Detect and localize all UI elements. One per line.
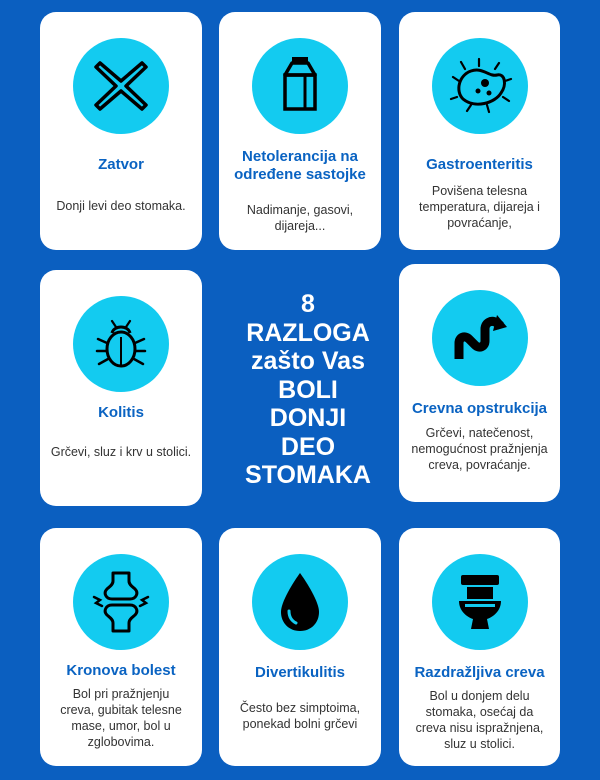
- milk-carton-icon: [283, 57, 317, 111]
- card-title: Kronova bolest: [66, 662, 176, 679]
- headline: 8 RAZLOGA zašto Vas BOLI DONJI DEO STOMA…: [218, 290, 398, 490]
- x-icon: [94, 61, 148, 111]
- card-description: Često bez simptoima, ponekad bolni grčev…: [239, 701, 361, 731]
- bacteria-icon: [449, 57, 512, 114]
- headline-line: zašto Vas: [251, 347, 365, 375]
- card-title: Razdražljiva creva: [414, 664, 545, 681]
- headline-line: STOMAKA: [245, 461, 371, 489]
- bug-icon: [95, 319, 147, 368]
- card-description: Bol u donjem delu stomaka, osećaj da cre…: [415, 689, 544, 751]
- icon-circle: [252, 38, 348, 134]
- card-gastroenteritis: Gastroenteritis Povišena telesna tempera…: [399, 12, 560, 250]
- icon-circle: [73, 38, 169, 134]
- card-description: Grčevi, sluz i krv u stolici.: [50, 445, 192, 459]
- headline-line: RAZLOGA: [246, 318, 370, 347]
- card-description: Povišena telesna temperatura, dijareja i…: [419, 184, 540, 230]
- card-kronova-bolest: Kronova bolest Bol pri pražnjenju creva,…: [40, 528, 202, 766]
- card-kolitis: Kolitis Grčevi, sluz i krv u stolici.: [40, 270, 202, 506]
- card-title: Divertikulitis: [254, 664, 346, 681]
- icon-circle: [73, 296, 169, 392]
- card-title: Zatvor: [98, 156, 144, 173]
- headline-line: DEO: [280, 432, 336, 461]
- card-divertikulitis: Divertikulitis Često bez simptoima, pone…: [219, 528, 381, 766]
- headline-line: 8: [301, 290, 315, 318]
- intestine-icon: [454, 315, 507, 359]
- headline-line: BOLI: [278, 375, 338, 404]
- card-title: Gastroenteritis: [426, 156, 533, 173]
- card-description: Nadimanje, gasovi, dijareja...: [246, 203, 354, 233]
- joint-pain-icon: [92, 571, 150, 633]
- icon-circle: [431, 290, 528, 386]
- icon-circle: [73, 554, 169, 650]
- card-title: Kolitis: [98, 404, 144, 421]
- toilet-icon: [458, 575, 501, 629]
- drop-icon: [281, 573, 319, 631]
- card-title: Crevna opstrukcija: [411, 400, 548, 417]
- icon-circle: [431, 554, 528, 650]
- card-description: Bol pri pražnjenju creva, gubitak telesn…: [60, 687, 182, 749]
- icon-circle: [431, 38, 528, 134]
- card-crevna-opstrukcija: Crevna opstrukcija Grčevi, natečenost, n…: [399, 264, 560, 502]
- card-description: Donji levi deo stomaka.: [56, 199, 186, 213]
- icon-circle: [252, 554, 348, 650]
- card-zatvor: Zatvor Donji levi deo stomaka.: [40, 12, 202, 250]
- card-razdrazljiva-creva: Razdražljiva creva Bol u donjem delu sto…: [399, 528, 560, 766]
- headline-line: DONJI: [269, 404, 347, 432]
- card-title: Netolerancija na određene sastojke: [234, 148, 366, 183]
- card-description: Grčevi, natečenost, nemogućnost pražnjen…: [411, 426, 548, 472]
- card-netolerancija: Netolerancija na određene sastojke Nadim…: [219, 12, 381, 250]
